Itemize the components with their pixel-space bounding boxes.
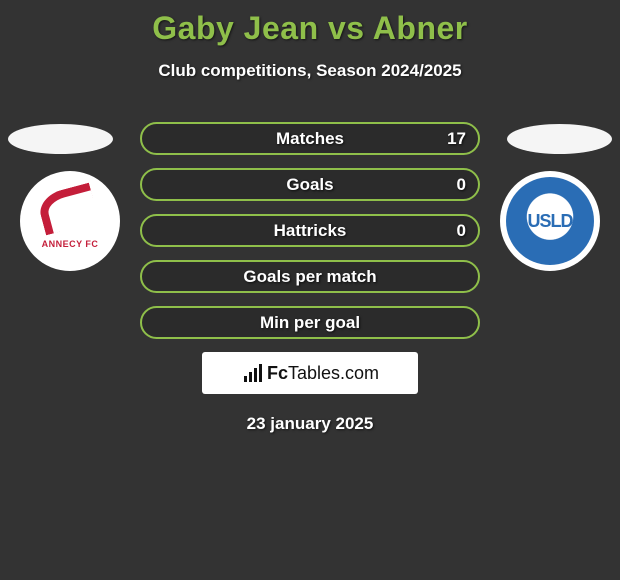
stat-row: Hattricks 0 (0, 214, 620, 247)
stat-value-right: 0 (457, 175, 466, 195)
brand-badge: FcTables.com (202, 352, 418, 394)
stat-row: Matches 17 (0, 122, 620, 155)
stat-label: Min per goal (260, 313, 360, 333)
stat-pill-goals-per-match: Goals per match (140, 260, 480, 293)
brand-suffix: Tables.com (288, 363, 379, 383)
player1-name: Gaby Jean (152, 10, 318, 46)
stat-pill-min-per-goal: Min per goal (140, 306, 480, 339)
bar-chart-icon (241, 364, 263, 382)
stat-label: Goals (286, 175, 333, 195)
vs-separator: vs (319, 10, 373, 46)
stats-list: Matches 17 Goals 0 Hattricks 0 Goals per… (0, 122, 620, 434)
stat-row: Goals 0 (0, 168, 620, 201)
stat-value-right: 17 (447, 129, 466, 149)
subtitle: Club competitions, Season 2024/2025 (0, 61, 620, 81)
stat-pill-hattricks: Hattricks 0 (140, 214, 480, 247)
brand-text: FcTables.com (267, 363, 379, 384)
stat-row: Min per goal (0, 306, 620, 339)
stat-label: Hattricks (274, 221, 347, 241)
stat-label: Goals per match (243, 267, 376, 287)
player2-name: Abner (373, 10, 468, 46)
stat-pill-goals: Goals 0 (140, 168, 480, 201)
stat-row: Goals per match (0, 260, 620, 293)
stat-label: Matches (276, 129, 344, 149)
date-label: 23 january 2025 (0, 414, 620, 434)
page-title: Gaby Jean vs Abner (0, 0, 620, 47)
brand-prefix: Fc (267, 363, 288, 383)
stat-pill-matches: Matches 17 (140, 122, 480, 155)
stat-value-right: 0 (457, 221, 466, 241)
comparison-card: Gaby Jean vs Abner Club competitions, Se… (0, 0, 620, 580)
